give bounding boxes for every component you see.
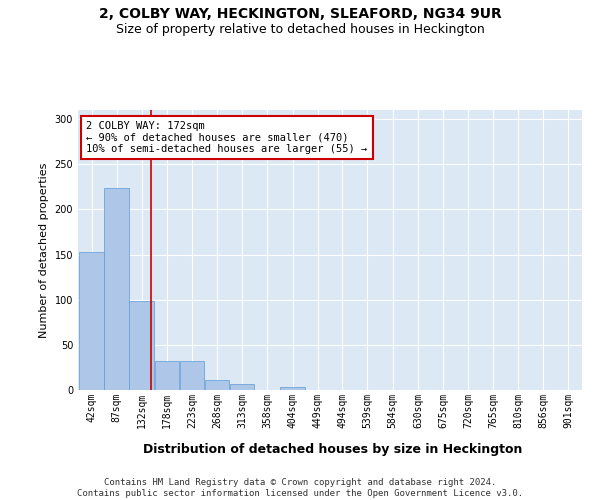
Bar [205,380,229,390]
Text: Contains HM Land Registry data © Crown copyright and database right 2024.
Contai: Contains HM Land Registry data © Crown c… [77,478,523,498]
Bar [79,252,104,390]
Bar [280,388,305,390]
Bar [180,361,205,390]
Text: Distribution of detached houses by size in Heckington: Distribution of detached houses by size … [143,442,523,456]
Bar [230,384,254,390]
Bar [155,361,179,390]
Text: 2 COLBY WAY: 172sqm
← 90% of detached houses are smaller (470)
10% of semi-detac: 2 COLBY WAY: 172sqm ← 90% of detached ho… [86,121,368,154]
Text: Size of property relative to detached houses in Heckington: Size of property relative to detached ho… [116,22,484,36]
Bar [130,300,154,390]
Text: 2, COLBY WAY, HECKINGTON, SLEAFORD, NG34 9UR: 2, COLBY WAY, HECKINGTON, SLEAFORD, NG34… [98,8,502,22]
Bar [104,188,129,390]
Y-axis label: Number of detached properties: Number of detached properties [39,162,49,338]
